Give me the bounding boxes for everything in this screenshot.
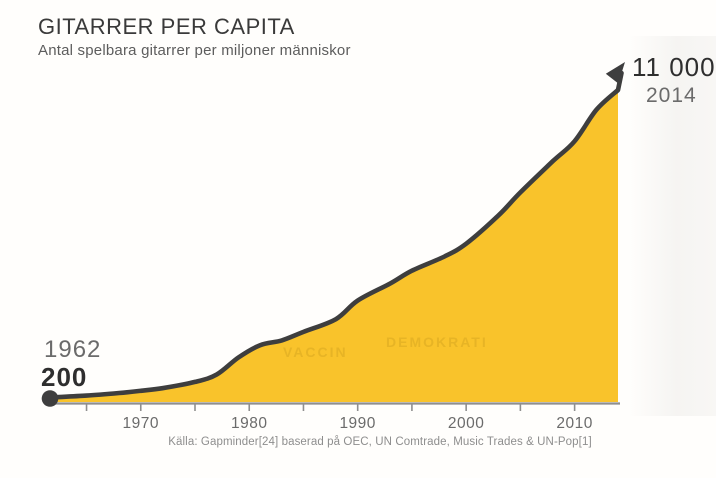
area-fill (54, 90, 618, 402)
source-note: Källa: Gapminder[24] baserad på OEC, UN … (168, 436, 592, 448)
x-tick-label: 1980 (231, 415, 267, 432)
x-tick-label: 1990 (339, 415, 375, 432)
arrowhead-icon (605, 62, 625, 84)
start-year-label: 1962 (44, 336, 102, 363)
chart-title: GITARRER PER CAPITA (38, 14, 295, 39)
start-value-label: 200 (41, 362, 88, 392)
trend-line (51, 70, 624, 400)
end-value-label: 11 000 (632, 52, 716, 82)
ghost-showthrough-text: DEMOKRATI (386, 334, 488, 350)
end-year-label: 2014 (646, 84, 697, 107)
chart-subtitle: Antal spelbara gitarrer per miljoner män… (38, 42, 351, 59)
x-tick-label: 2000 (448, 415, 484, 432)
start-dot (41, 390, 59, 407)
x-tick-label: 1970 (123, 415, 159, 432)
x-tick-label: 2010 (556, 415, 592, 432)
ghost-showthrough-text: VACCIN (283, 344, 348, 360)
